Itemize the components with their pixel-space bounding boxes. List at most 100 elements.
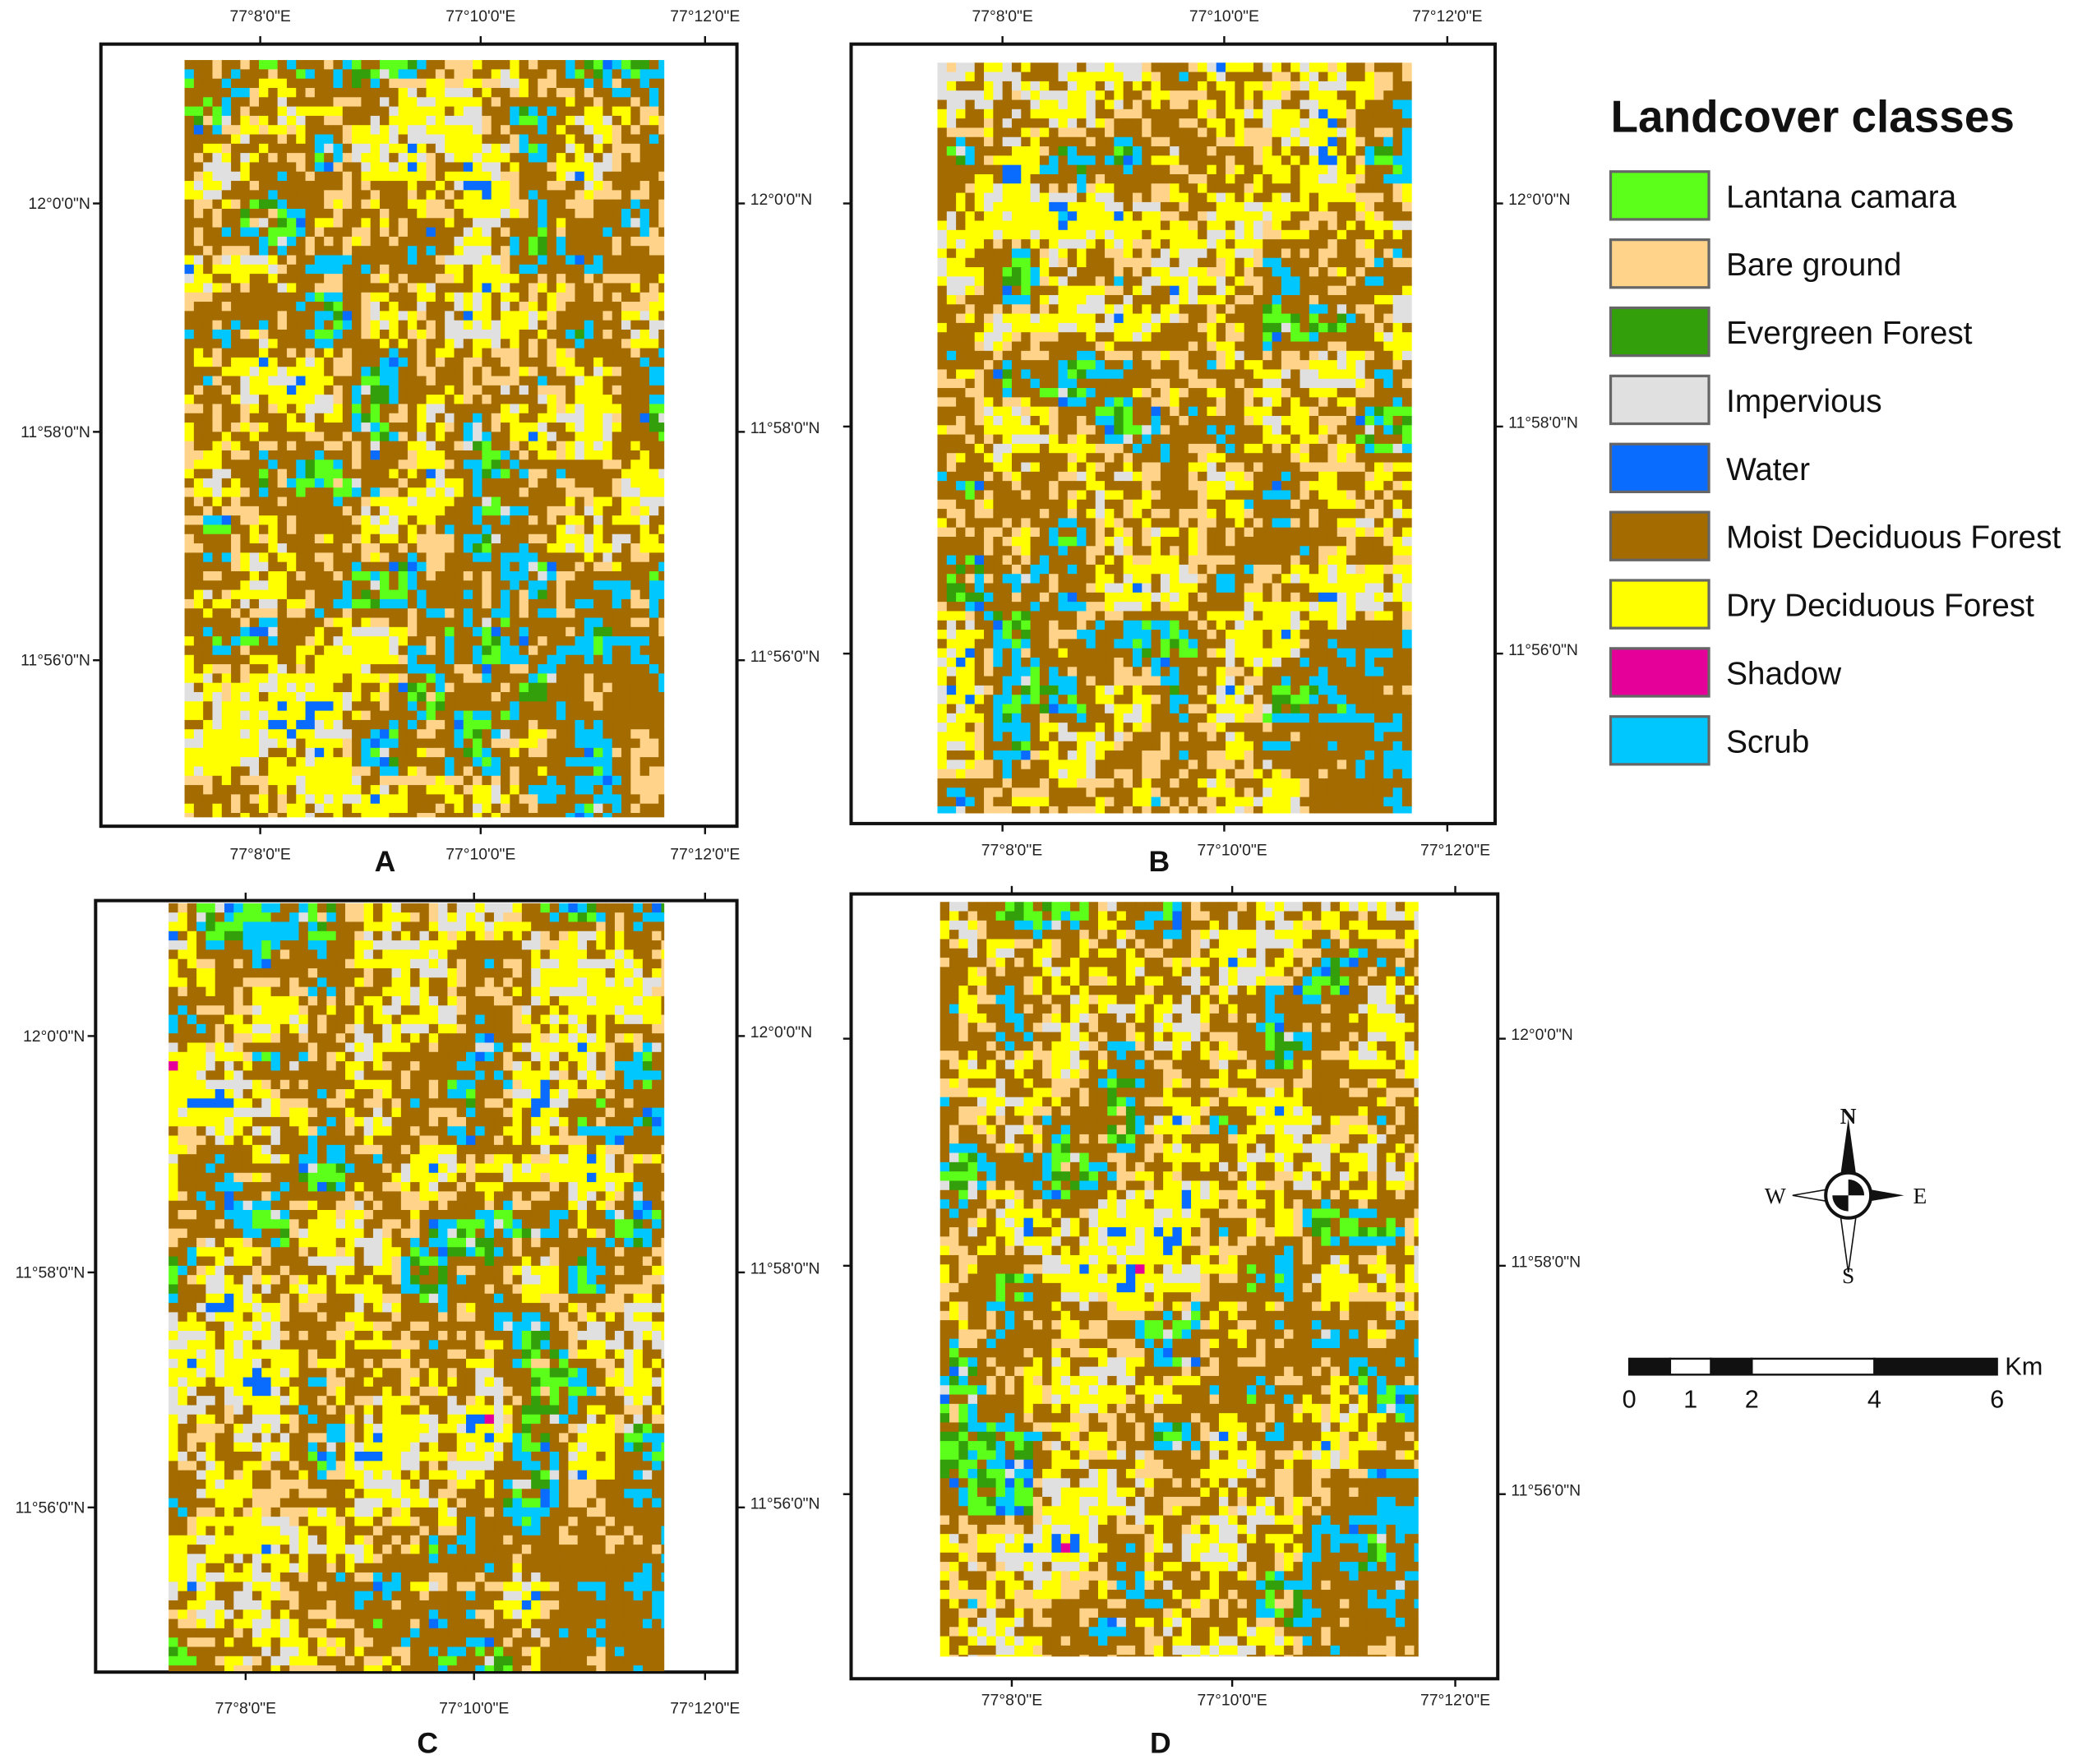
map-cell [593,237,603,247]
map-cell [501,190,510,200]
map-cell [408,664,418,674]
map-cell [399,265,409,275]
map-cell [1300,118,1310,128]
map-cell [566,478,575,488]
map-cell [259,274,269,284]
map-cell [1086,72,1096,82]
map-cell [417,487,427,497]
map-cell [408,459,418,469]
map-cell [658,804,664,814]
map-cell [278,711,288,721]
map-cell [371,580,381,590]
map-cell [630,441,640,451]
map-cell [436,181,445,191]
map-cell [231,79,241,89]
map-cell [1365,90,1375,100]
map-cell [937,137,947,147]
map-cell [371,200,381,210]
map-cell [212,69,222,79]
map-cell [1374,90,1384,100]
map-cell [250,804,260,814]
map-cell [602,107,612,117]
map-cell [324,218,334,228]
map-cell [445,339,455,349]
map-cell [343,228,353,238]
map-cell [1290,137,1300,147]
map-cell [464,367,473,376]
map-cell [547,627,557,637]
map-cell [399,515,409,525]
map-cell [649,367,659,376]
map-cell [529,293,538,302]
map-cell [556,404,566,413]
map-cell [306,608,316,618]
map-cell [333,757,343,767]
map-cell [185,580,195,590]
map-cell [417,135,427,145]
map-cell [333,283,343,293]
map-cell [473,478,482,488]
map-cell [389,69,399,79]
map-cell [454,701,464,711]
map-cell [427,386,436,395]
map-cell [1346,100,1356,110]
map-cell [649,153,659,163]
map-cell [306,386,316,395]
map-cell [427,590,436,600]
map-cell [427,813,436,817]
map-cell [417,153,427,163]
map-cell [612,701,622,711]
map-cell [203,757,213,767]
map-cell [510,729,519,739]
map-cell [492,395,501,404]
map-cell [333,311,343,321]
map-cell [417,729,427,739]
map-cell [268,618,278,628]
map-cell [417,209,427,219]
map-cell [519,571,529,581]
map-cell [343,404,353,413]
map-cell [1049,137,1059,147]
map-cell [408,107,418,117]
map-cell [287,748,297,758]
map-cell [399,562,409,572]
map-cell [593,739,603,749]
map-cell [519,60,529,70]
map-cell [612,237,622,247]
map-cell [436,395,445,404]
map-cell [492,711,501,721]
map-cell [343,655,353,665]
map-cell [473,487,482,497]
map-cell [222,459,232,469]
map-cell [185,673,195,683]
map-cell [501,515,510,525]
map-cell [621,246,631,256]
map-cell [399,645,409,655]
map-cell [185,441,195,451]
map-cell [584,506,594,516]
map-cell [593,116,603,126]
map-cell [473,701,482,711]
map-cell [1383,62,1393,72]
map-cell [287,88,297,98]
map-cell [464,135,473,145]
map-cell [361,246,371,256]
map-cell [380,497,390,507]
map-cell [1170,118,1179,128]
map-cell [1327,81,1337,91]
map-cell [556,349,566,358]
map-cell [1068,109,1078,119]
map-cell [1096,183,1106,193]
map-cell [621,162,631,172]
map-cell [278,776,288,786]
map-cell [510,209,519,219]
map-cell [306,543,316,553]
map-cell [602,813,612,817]
map-cell [333,339,343,349]
map-cell [602,590,612,600]
map-cell [473,107,482,117]
map-cell [658,88,664,98]
map-cell [556,469,566,479]
map-cell [1189,174,1198,184]
map-cell [1086,174,1096,184]
